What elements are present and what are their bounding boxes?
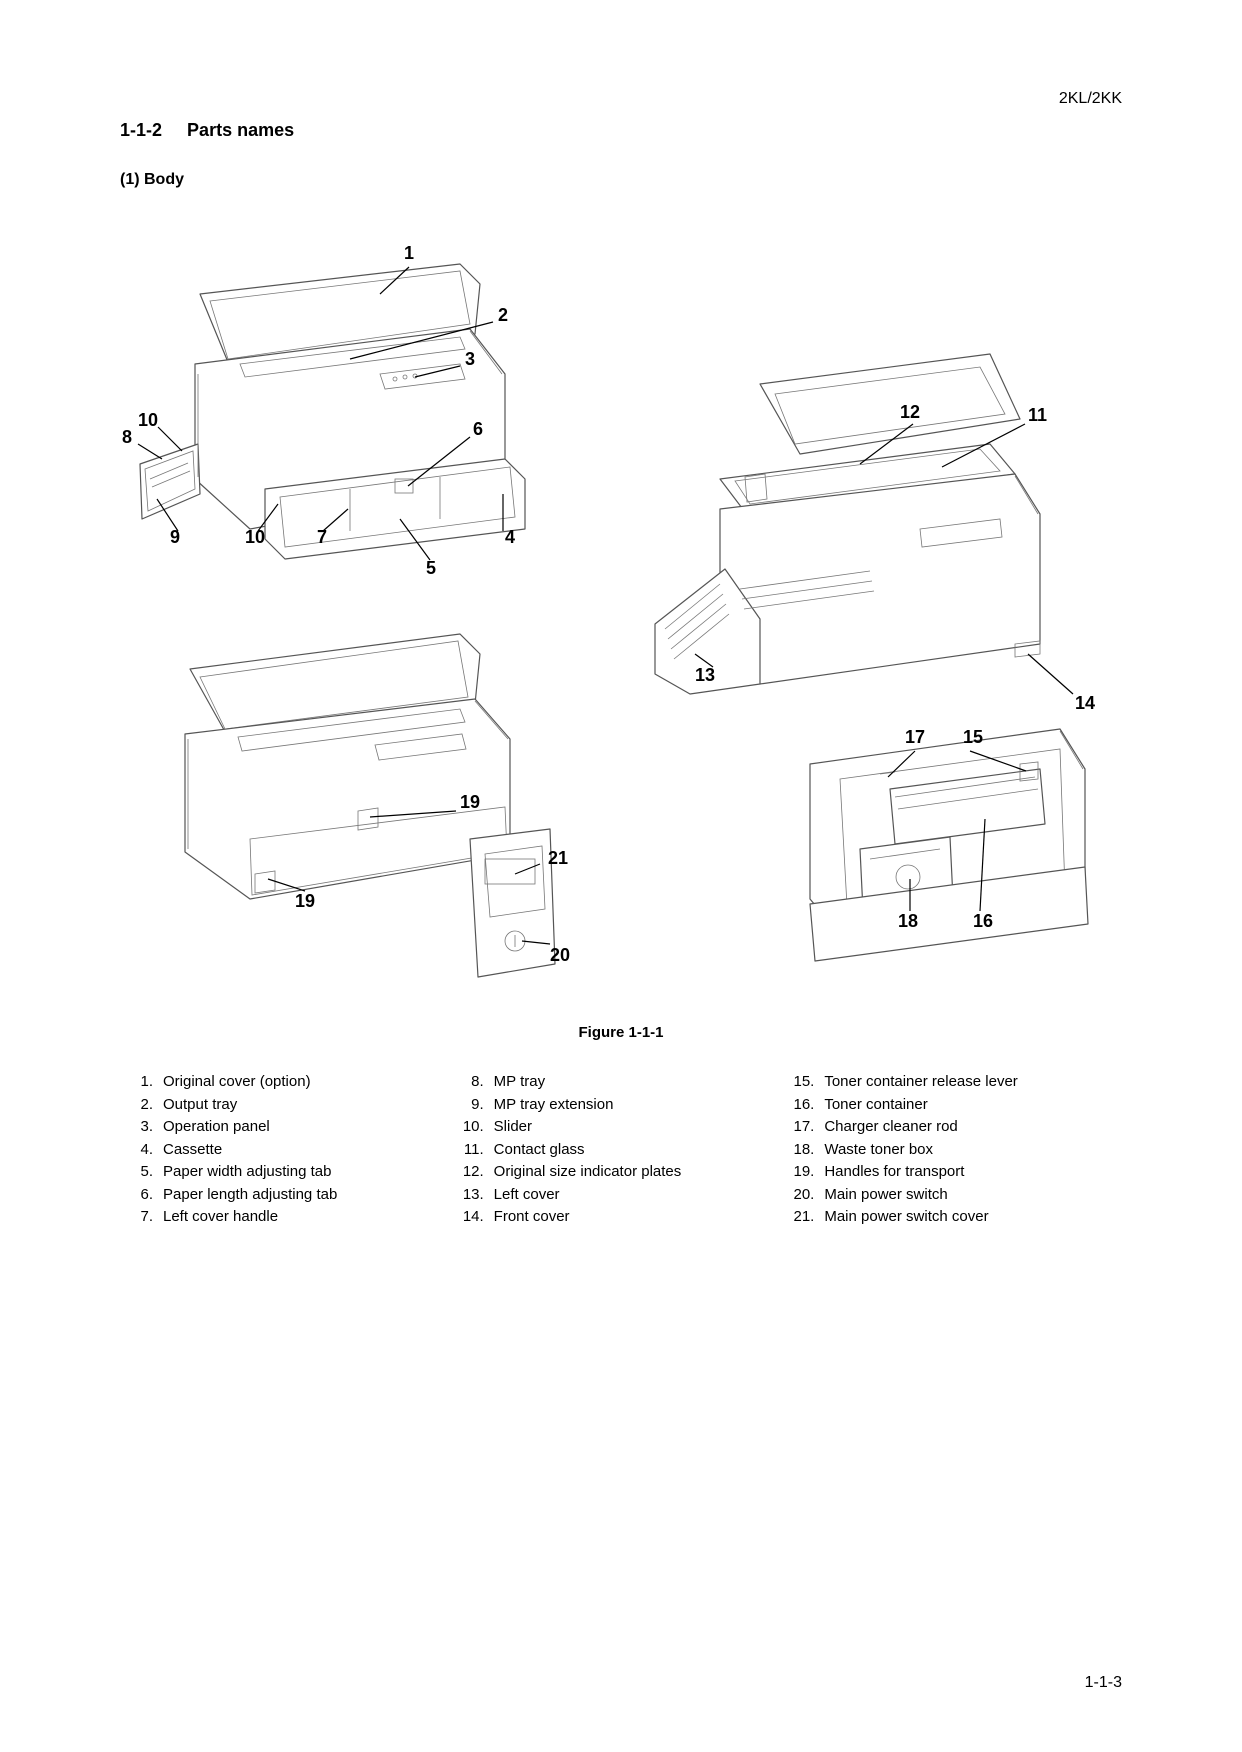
- diagram-svg: 1 2 3 4 5 6 7 8 9 10 10 11 12 13 14 15 1…: [120, 219, 1122, 1009]
- section-title: Parts names: [187, 120, 294, 140]
- printer-main-view: [140, 264, 525, 559]
- svg-text:2: 2: [498, 305, 508, 325]
- svg-text:13: 13: [695, 665, 715, 685]
- svg-text:19: 19: [295, 891, 315, 911]
- header-model-code: 2KL/2KK: [1059, 90, 1122, 108]
- svg-text:17: 17: [905, 727, 925, 747]
- section-number: 1-1-2: [120, 120, 162, 140]
- svg-text:7: 7: [317, 527, 327, 547]
- parts-lists: 1.Original cover (option) 2.Output tray …: [120, 1071, 1122, 1229]
- svg-text:12: 12: [900, 402, 920, 422]
- parts-column-3: 15.Toner container release lever 16.Tone…: [786, 1071, 1117, 1229]
- svg-text:8: 8: [122, 427, 132, 447]
- parts-column-2: 8.MP tray 9.MP tray extension 10.Slider …: [456, 1071, 787, 1229]
- subsection-label: (1) Body: [120, 171, 1122, 189]
- parts-list-2: 8.MP tray 9.MP tray extension 10.Slider …: [456, 1071, 767, 1229]
- printer-toner-view: [810, 729, 1088, 961]
- figure-caption: Figure 1-1-1: [120, 1024, 1122, 1041]
- svg-text:5: 5: [426, 558, 436, 578]
- svg-text:10: 10: [138, 410, 158, 430]
- svg-text:18: 18: [898, 911, 918, 931]
- svg-text:16: 16: [973, 911, 993, 931]
- printer-glass-view: [655, 354, 1040, 694]
- parts-column-1: 1.Original cover (option) 2.Output tray …: [125, 1071, 456, 1229]
- svg-text:21: 21: [548, 848, 568, 868]
- parts-diagram: 1 2 3 4 5 6 7 8 9 10 10 11 12 13 14 15 1…: [120, 219, 1122, 1009]
- svg-text:14: 14: [1075, 693, 1095, 713]
- svg-text:3: 3: [465, 349, 475, 369]
- svg-text:10: 10: [245, 527, 265, 547]
- parts-list-3: 15.Toner container release lever 16.Tone…: [786, 1071, 1097, 1229]
- svg-text:19: 19: [460, 792, 480, 812]
- parts-list-1: 1.Original cover (option) 2.Output tray …: [125, 1071, 436, 1229]
- svg-text:11: 11: [1028, 405, 1047, 425]
- svg-text:15: 15: [963, 727, 983, 747]
- printer-handles-view: [185, 634, 555, 977]
- svg-text:4: 4: [505, 527, 515, 547]
- svg-text:6: 6: [473, 419, 483, 439]
- section-heading: 1-1-2 Parts names: [120, 120, 1122, 141]
- svg-text:1: 1: [404, 243, 414, 263]
- svg-text:9: 9: [170, 527, 180, 547]
- svg-text:20: 20: [550, 945, 570, 965]
- page-number: 1-1-3: [1085, 1674, 1122, 1692]
